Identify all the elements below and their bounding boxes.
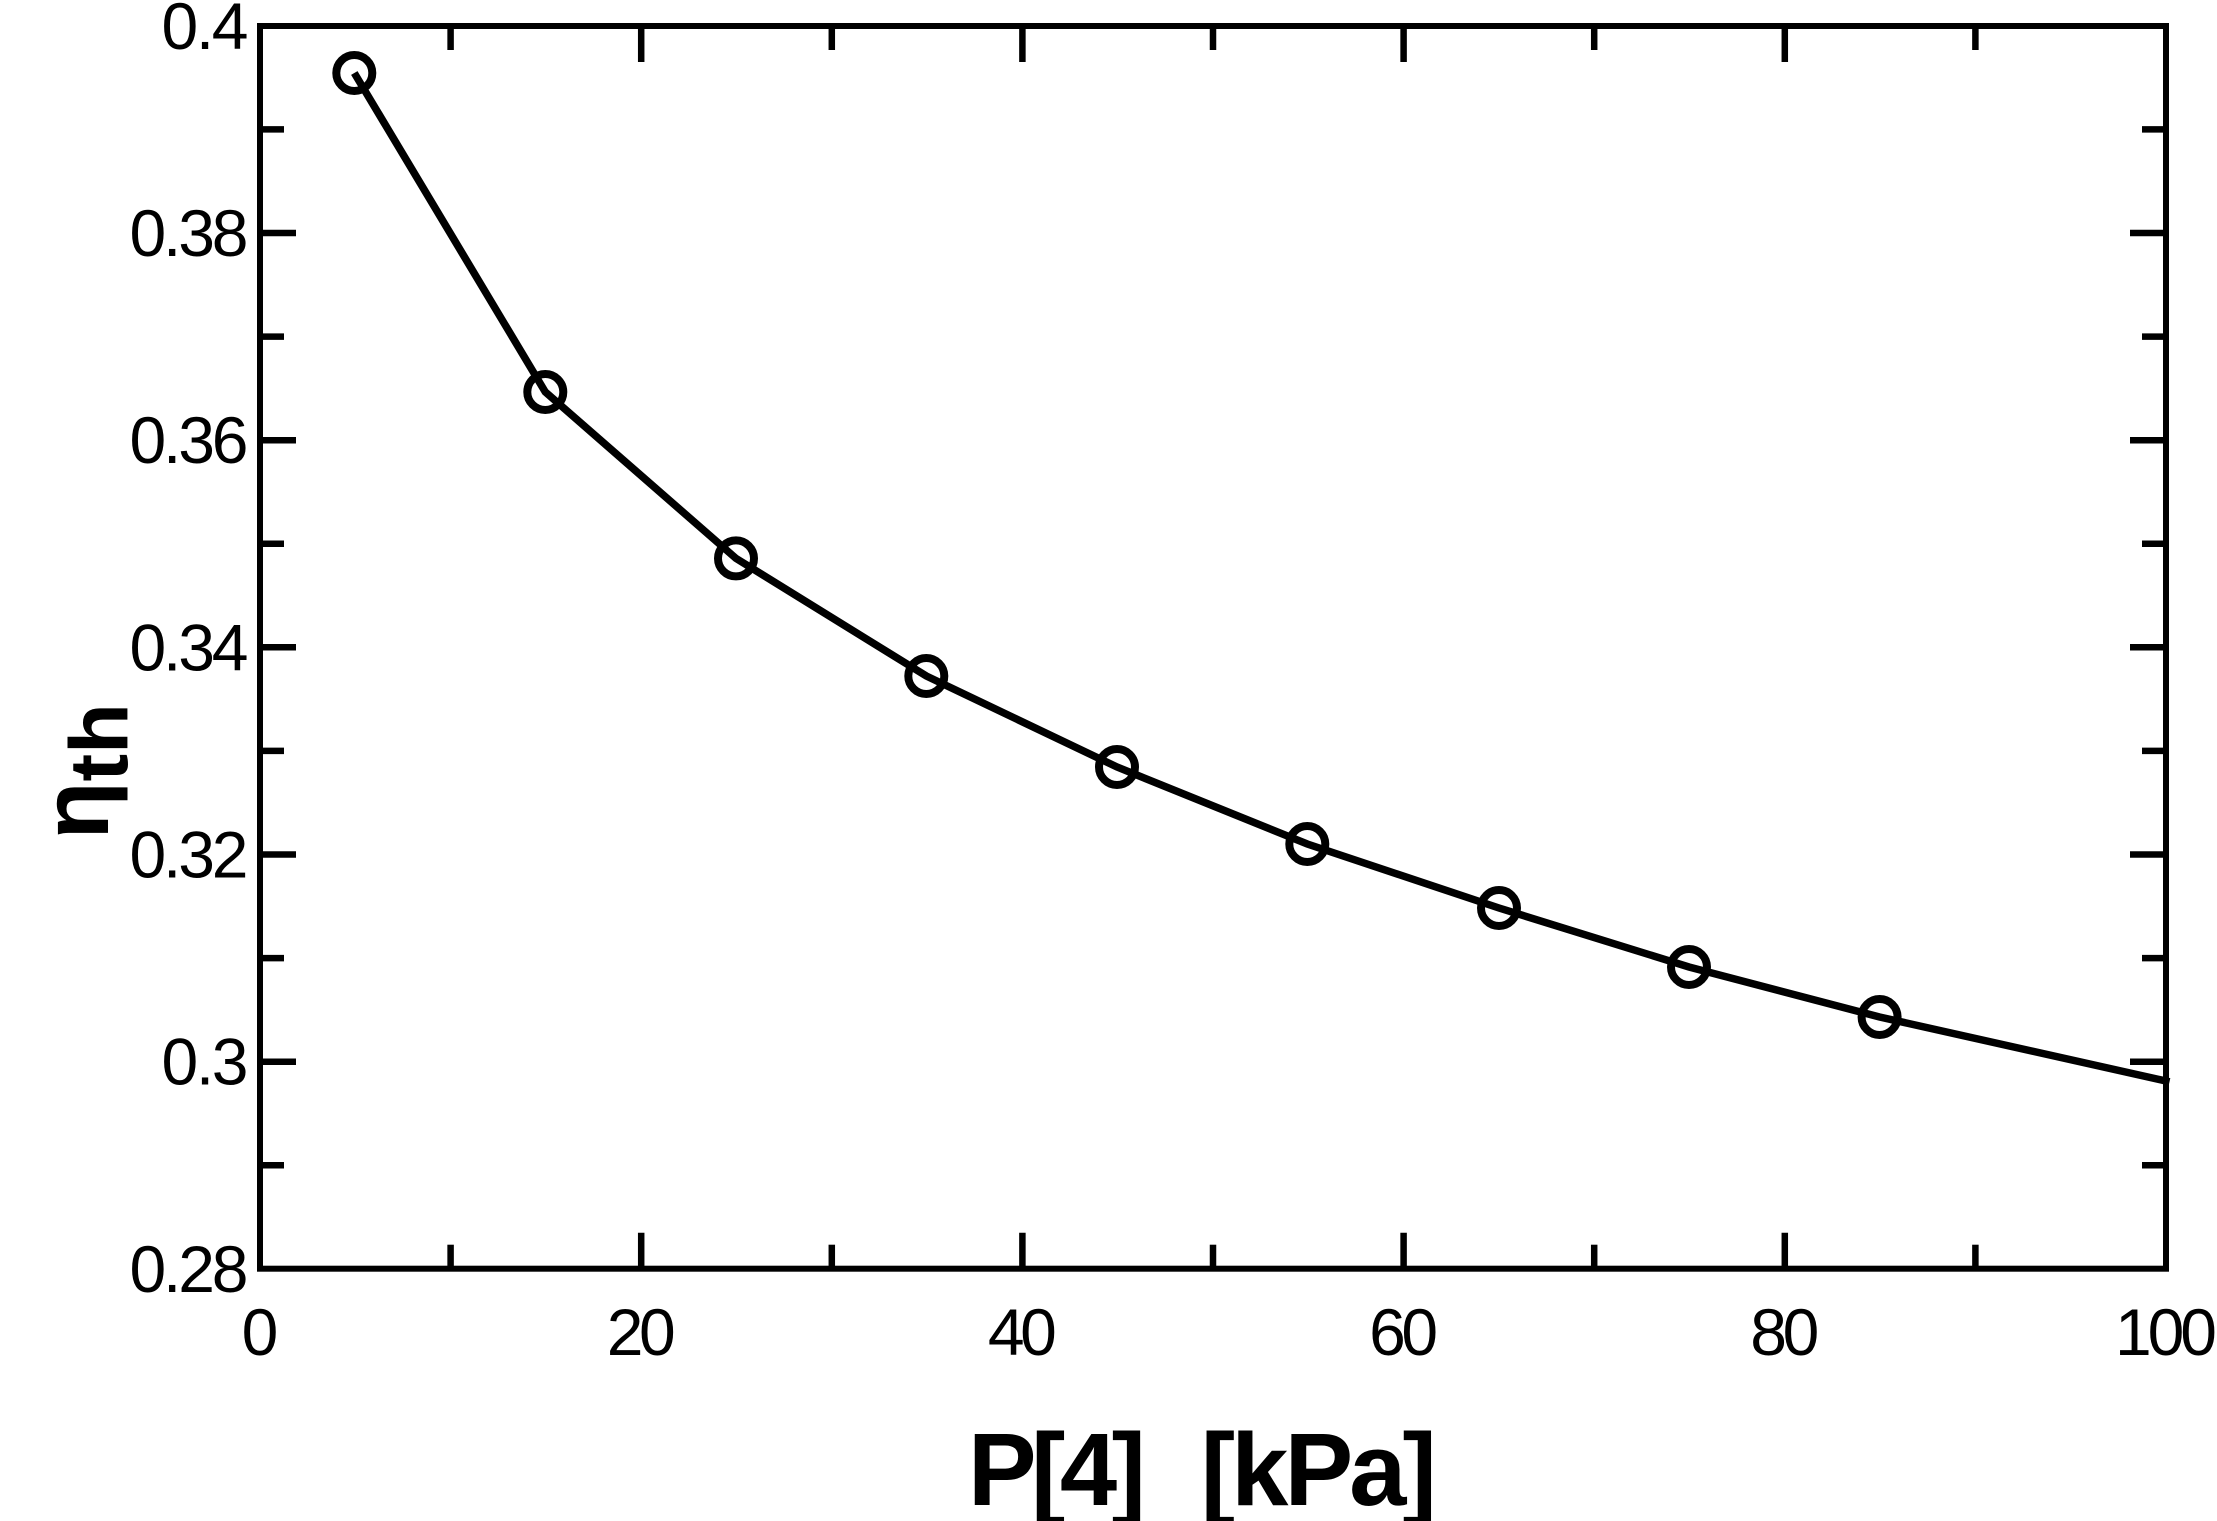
- svg-text:80: 80: [1750, 1295, 1819, 1369]
- svg-text:0.34: 0.34: [130, 610, 249, 684]
- svg-text:0.28: 0.28: [130, 1232, 249, 1306]
- svg-text:60: 60: [1369, 1295, 1438, 1369]
- svg-text:0.32: 0.32: [130, 818, 249, 892]
- svg-text:P[4]: P[4]: [968, 1412, 1146, 1521]
- svg-text:[kPa]: [kPa]: [1201, 1412, 1437, 1521]
- svg-text:40: 40: [988, 1295, 1057, 1369]
- svg-text:20: 20: [607, 1295, 676, 1369]
- svg-text:0.36: 0.36: [130, 403, 249, 477]
- svg-text:0.38: 0.38: [130, 196, 249, 270]
- svg-text:100: 100: [2115, 1295, 2217, 1369]
- svg-text:0: 0: [242, 1295, 279, 1369]
- svg-text:0.4: 0.4: [162, 0, 249, 63]
- svg-text:0.3: 0.3: [162, 1025, 249, 1099]
